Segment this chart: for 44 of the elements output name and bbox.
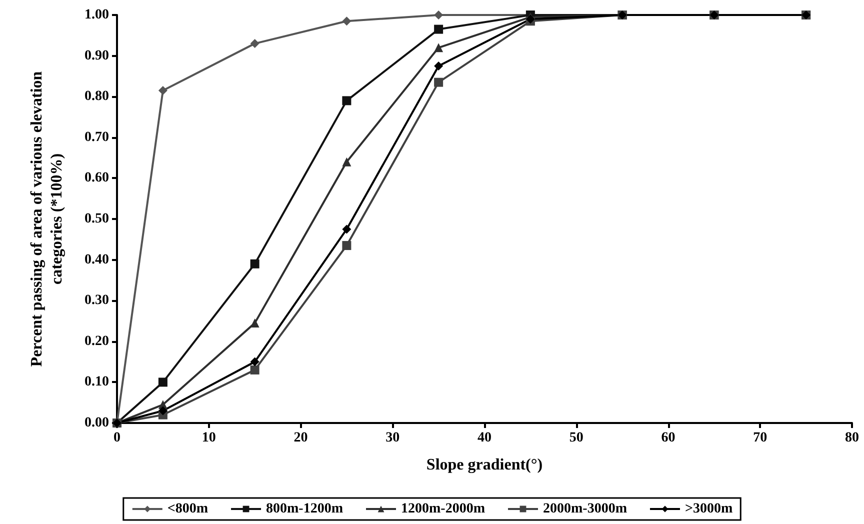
point: [250, 259, 260, 268]
y-tick-label: 0.10: [84, 374, 109, 390]
point: [158, 86, 168, 95]
y-tick-label: 0.80: [84, 89, 109, 104]
x-tick-label: 80: [845, 430, 859, 446]
x-tick-label: 20: [294, 430, 308, 446]
legend-label: 1200m-2000m: [401, 502, 486, 516]
x-tick-label: 10: [202, 430, 216, 446]
x-tick-label: 0: [114, 430, 120, 446]
y-tick-label: 0.30: [84, 293, 109, 308]
point: [342, 224, 352, 234]
legend-label: 800m-1200m: [266, 502, 344, 516]
legend-label: <800m: [167, 502, 208, 516]
y-tick-label: 0.60: [84, 170, 109, 186]
y-tick-label: 0.70: [84, 130, 109, 145]
point: [434, 43, 444, 52]
x-tick-label: 40: [478, 430, 492, 446]
point: [158, 406, 168, 416]
y-tick-label: 0.40: [84, 252, 109, 268]
x-tick-label: 30: [386, 430, 400, 446]
y-tick-label: 0.00: [84, 416, 109, 430]
y-tick-label: 0.90: [84, 48, 109, 64]
point: [434, 24, 444, 34]
point: [158, 378, 168, 387]
y-tick-label: 0.50: [84, 212, 109, 226]
x-tick-label: 60: [661, 430, 676, 446]
point: [342, 241, 352, 250]
y-tick-label: 1.00: [84, 8, 109, 22]
point: [250, 357, 260, 366]
legend-label: >3000m: [684, 502, 733, 516]
point: [342, 96, 352, 106]
point: [250, 365, 260, 374]
point: [434, 78, 444, 87]
legend-label: 2000m-3000m: [542, 502, 628, 516]
point: [342, 16, 352, 26]
y-tick-label: 0.20: [84, 334, 109, 349]
x-tick-label: 70: [753, 430, 768, 446]
y-axis-title: Percent passing of area of various elevation categories (*100%): [28, 71, 66, 367]
x-tick-label: 50: [569, 430, 584, 446]
x-axis-title: Slope gradient(°): [426, 456, 543, 474]
point: [250, 39, 260, 48]
point: [250, 318, 260, 328]
point: [434, 62, 444, 70]
point: [342, 157, 352, 166]
